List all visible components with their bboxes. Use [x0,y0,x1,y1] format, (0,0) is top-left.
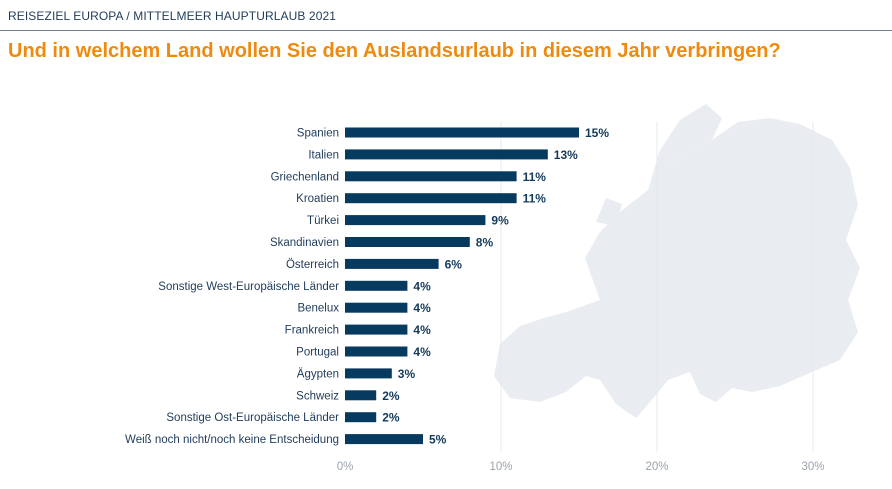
value-label: 4% [413,301,431,315]
category-label: Kroatien [296,193,339,205]
bar [345,390,377,401]
category-label: Frankreich [285,325,339,337]
category-label: Italien [308,149,339,161]
bar [345,434,423,445]
value-label: 2% [382,389,400,403]
x-tick-label: 0% [337,461,354,473]
value-label: 11% [523,170,547,184]
value-label: 15% [585,126,609,140]
bar [345,280,408,291]
x-tick-label: 10% [489,461,512,473]
value-label: 9% [491,214,509,228]
bar [345,368,392,379]
category-label: Sonstige West-Europäische Länder [158,281,339,293]
category-label: Österreich [286,259,339,271]
europe-mainland-shape [494,118,860,418]
britain-shape [596,198,622,226]
value-label: 4% [413,345,431,359]
bar [345,412,377,423]
header-divider [0,30,892,31]
value-label: 3% [398,367,416,381]
value-label: 4% [413,323,431,337]
bar [345,171,517,182]
value-label: 8% [476,236,494,250]
category-label: Griechenland [271,171,339,183]
category-label: Benelux [297,303,339,315]
value-label: 13% [554,148,578,162]
category-label: Portugal [296,347,339,359]
scandinavia-shape [648,104,722,190]
europe-map-background [494,104,860,418]
bar [345,127,579,138]
bar [345,237,470,247]
category-label: Ägypten [297,368,339,380]
bar [345,193,517,204]
bar [345,149,548,160]
report-kicker: REISEZIEL EUROPA / MITTELMEER HAUPTURLAU… [8,9,337,23]
chart-headline: Und in welchem Land wollen Sie den Ausla… [8,40,781,62]
x-tick-label: 30% [801,461,824,473]
value-label: 5% [429,433,447,447]
category-label: Skandinavien [270,237,339,249]
bar [345,302,408,313]
value-label: 2% [382,411,400,425]
bar [345,258,439,269]
bar [345,324,408,335]
category-label: Weiß noch nicht/noch keine Entscheidung [125,434,339,446]
bar [345,346,408,357]
category-label: Türkei [307,215,339,227]
value-label: 11% [523,192,547,206]
category-label: Sonstige Ost-Europäische Länder [166,412,339,424]
category-label: Spanien [297,128,339,140]
value-label: 6% [445,257,463,271]
category-label: Schweiz [296,390,339,402]
bar [345,215,486,226]
value-label: 4% [413,279,431,293]
x-tick-label: 20% [645,461,668,473]
